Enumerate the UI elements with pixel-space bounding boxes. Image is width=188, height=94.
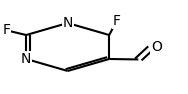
- Text: O: O: [151, 40, 162, 54]
- Text: N: N: [62, 16, 73, 30]
- Text: F: F: [2, 23, 10, 37]
- Text: N: N: [21, 52, 31, 66]
- Text: F: F: [113, 14, 121, 28]
